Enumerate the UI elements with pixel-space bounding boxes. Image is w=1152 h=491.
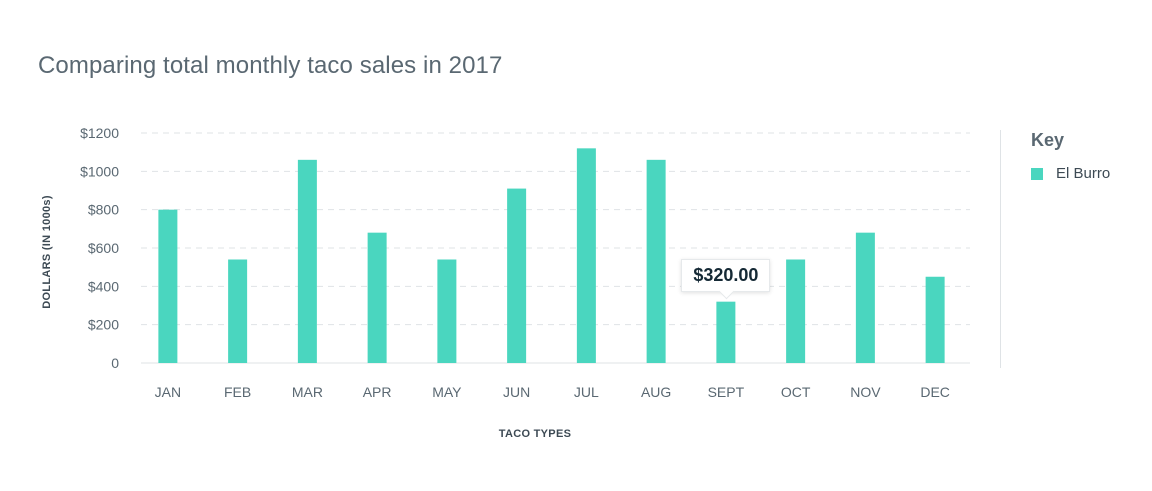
x-axis-ticks: JAN FEB MAR APR MAY JUN JUL AUG SEPT OCT NOV DEC <box>155 384 950 400</box>
y-tick-label: 0 <box>111 355 119 371</box>
y-tick-label: $1000 <box>80 163 119 179</box>
legend-label: El Burro <box>1056 165 1111 182</box>
bars <box>158 148 945 364</box>
x-tick-label: NOV <box>850 384 881 400</box>
bar-feb[interactable] <box>228 259 248 364</box>
bar-mar[interactable] <box>297 159 317 363</box>
bar-oct[interactable] <box>786 259 806 364</box>
x-tick-label: SEPT <box>708 384 745 400</box>
legend: Key El Burro <box>1000 130 1110 368</box>
y-tick-label: $200 <box>88 317 119 333</box>
x-tick-label: OCT <box>781 384 811 400</box>
y-tick-label: $600 <box>88 240 119 256</box>
x-tick-label: JAN <box>155 384 181 400</box>
x-tick-label: MAR <box>292 384 323 400</box>
y-tick-label: $1200 <box>80 125 119 141</box>
x-tick-label: MAY <box>432 384 462 400</box>
x-tick-label: APR <box>363 384 392 400</box>
y-tick-label: $800 <box>88 202 119 218</box>
x-tick-label: AUG <box>641 384 671 400</box>
legend-title: Key <box>1031 130 1065 150</box>
y-axis-title: DOLLARS (IN 1000s) <box>41 195 53 309</box>
x-tick-label: FEB <box>224 384 251 400</box>
bar-aug[interactable] <box>646 159 666 363</box>
bar-sept[interactable] <box>716 301 736 363</box>
x-tick-label: JUL <box>574 384 599 400</box>
chart-title: Comparing total monthly taco sales in 20… <box>38 52 503 79</box>
tooltip-value: $320.00 <box>693 264 759 285</box>
x-axis-title: TACO TYPES <box>499 428 571 440</box>
bar-tooltip: $320.00 <box>681 258 771 299</box>
x-tick-label: DEC <box>920 384 950 400</box>
bar-apr[interactable] <box>367 232 387 363</box>
bar-jun[interactable] <box>507 188 527 363</box>
grid-lines <box>141 132 970 364</box>
bar-nov[interactable] <box>855 232 875 363</box>
bar-jul[interactable] <box>576 148 596 363</box>
y-axis-ticks: 0 $200 $400 $600 $800 $1000 $1200 <box>80 125 119 371</box>
bar-dec[interactable] <box>925 276 945 363</box>
bar-may[interactable] <box>437 259 457 364</box>
y-tick-label: $400 <box>88 278 119 294</box>
legend-item-el-burro[interactable]: El Burro <box>1031 165 1110 182</box>
x-tick-label: JUN <box>503 384 530 400</box>
bar-jan[interactable] <box>158 209 178 363</box>
legend-swatch <box>1031 167 1043 180</box>
